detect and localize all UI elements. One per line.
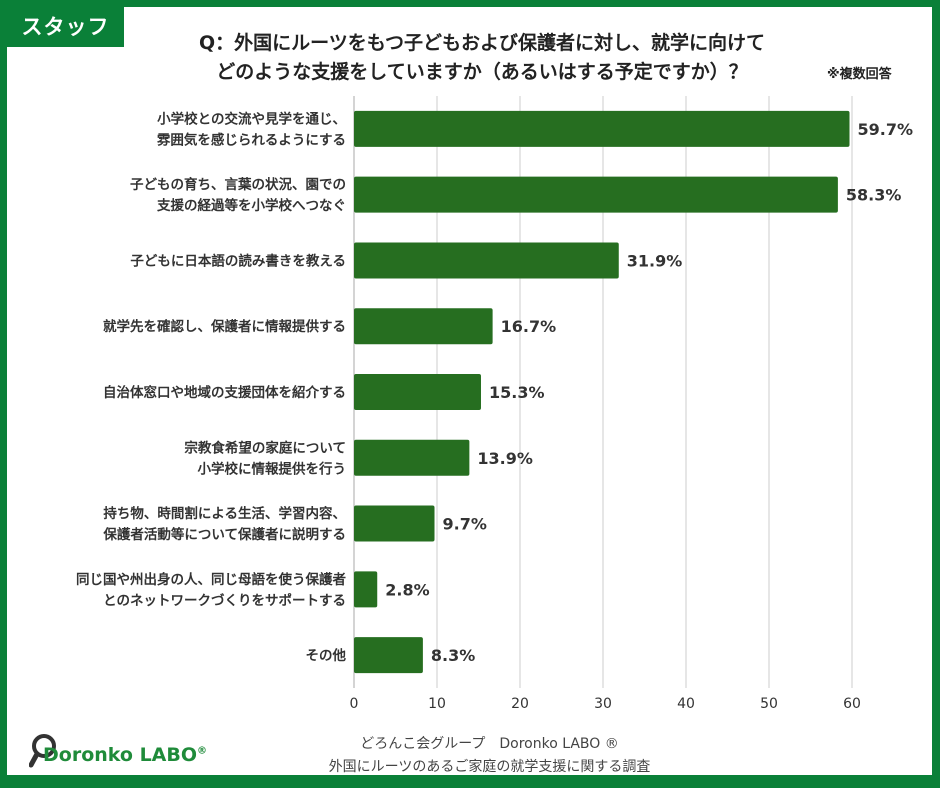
bar-value-label-4: 16.7%	[501, 317, 557, 336]
category-label-7-line-2: 保護者活動等について保護者に説明する	[102, 526, 346, 543]
staff-badge: スタッフ	[7, 7, 124, 47]
x-tick-label-30: 30	[594, 696, 612, 712]
bar-value-label-5: 15.3%	[489, 383, 545, 402]
footer-line-2: 外国にルーツのあるご家庭の就学支援に関する調査	[328, 759, 651, 775]
footer-source: どろんこ会グループ Doronko LABO ® 外国にルーツのあるご家庭の就学…	[7, 733, 932, 779]
x-tick-label-60: 60	[843, 696, 861, 712]
bar-1	[354, 110, 850, 147]
bar-2	[354, 176, 838, 213]
bar-value-label-8: 2.8%	[385, 580, 429, 599]
x-tick-label-40: 40	[677, 696, 695, 712]
bar-value-label-7: 9.7%	[443, 515, 487, 534]
x-tick-label-0: 0	[350, 696, 359, 712]
multiple-answer-note: ※複数回答	[827, 67, 892, 82]
category-label-7-line-1: 持ち物、時間割による生活、学習内容、	[103, 505, 346, 522]
bar-8	[354, 571, 378, 608]
x-tick-label-10: 10	[428, 696, 446, 712]
x-tick-label-50: 50	[760, 696, 778, 712]
category-label-9-line-1: その他	[306, 647, 347, 664]
bar-value-label-3: 31.9%	[627, 251, 683, 270]
category-label-8-line-1: 同じ国や州出身の人、同じ母語を使う保護者	[76, 571, 346, 588]
title-line-2: どのような支援をしていますか（あるいはする予定ですか）？	[216, 61, 748, 83]
category-label-1-line-1: 小学校との交流や見学を通じ、	[157, 110, 346, 127]
bar-6	[354, 439, 470, 476]
bar-5	[354, 374, 481, 410]
bar-4	[354, 308, 493, 345]
category-label-6-line-2: 小学校に情報提供を行う	[198, 460, 347, 477]
footer-line-1: どろんこ会グループ Doronko LABO ®	[360, 736, 619, 752]
x-tick-label-20: 20	[511, 696, 529, 712]
category-label-6-line-1: 宗教食希望の家庭について	[184, 439, 346, 456]
bar-value-label-6: 13.9%	[477, 449, 533, 468]
chart-title: Q：外国にルーツをもつ子どもおよび保護者に対し、就学に向けて どのような支援をし…	[137, 29, 827, 87]
title-line-1: Q：外国にルーツをもつ子どもおよび保護者に対し、就学に向けて	[198, 32, 765, 54]
magnifier-icon	[29, 734, 56, 768]
bar-9	[354, 637, 423, 674]
category-label-8-line-2: とのネットワークづくりをサポートする	[103, 592, 346, 609]
category-label-5-line-1: 自治体窓口や地域の支援団体を紹介する	[103, 384, 346, 401]
category-label-3-line-1: 子どもに日本語の読み書きを教える	[130, 252, 346, 269]
bar-7	[354, 505, 435, 542]
category-label-4-line-1: 就学先を確認し、保護者に情報提供する	[103, 318, 346, 335]
doronko-labo-logo: Doronko LABO®	[29, 731, 229, 771]
category-label-2-line-1: 子どもの育ち、言葉の状況、園での	[130, 176, 346, 193]
bar-value-label-1: 59.7%	[858, 120, 914, 139]
category-label-1-line-2: 雰囲気を感じられるようにする	[157, 131, 346, 148]
bar-3	[354, 242, 619, 279]
logo-text: Doronko LABO®	[43, 744, 208, 766]
bar-value-label-2: 58.3%	[846, 186, 902, 205]
bar-value-label-9: 8.3%	[431, 646, 475, 665]
category-label-2-line-2: 支援の経過等を小学校へつなぐ	[156, 197, 346, 214]
